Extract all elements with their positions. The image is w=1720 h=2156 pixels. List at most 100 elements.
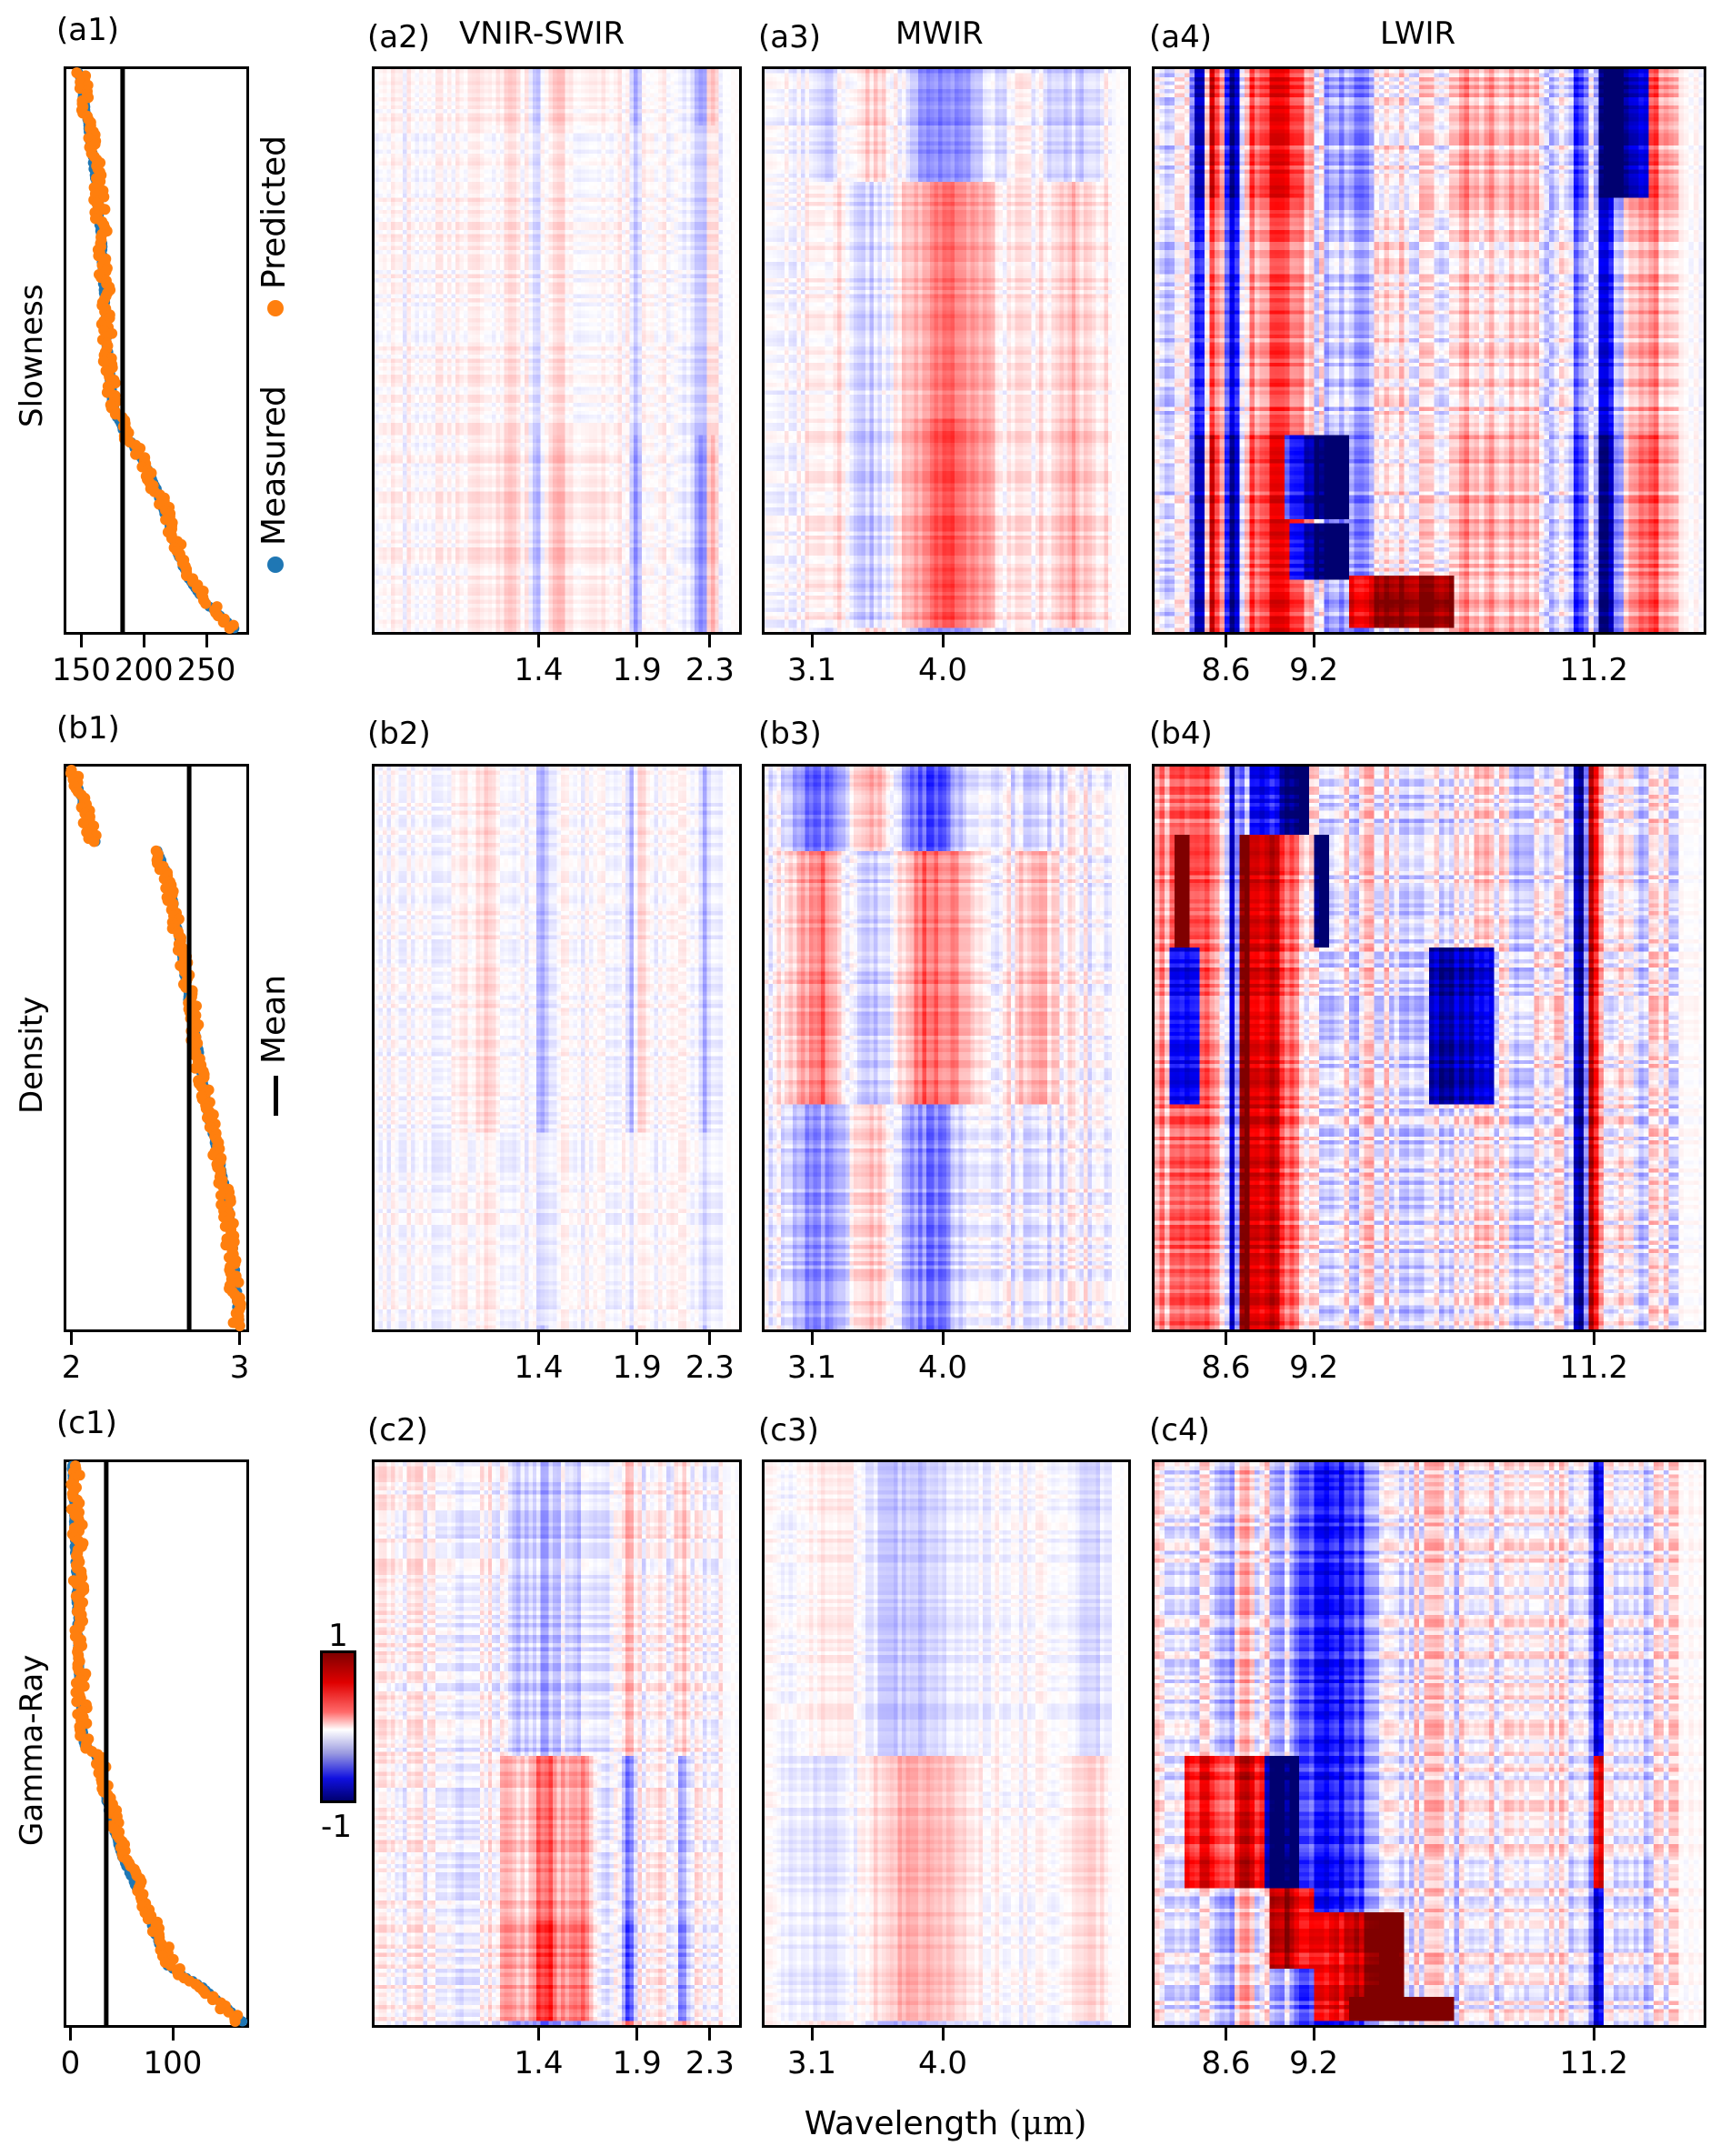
plot-c1 bbox=[64, 1459, 249, 2028]
x-tick-c1 bbox=[171, 2028, 175, 2041]
legend-predicted-marker bbox=[267, 300, 284, 316]
point-predicted bbox=[98, 191, 110, 203]
x-tick-a3 bbox=[810, 635, 814, 647]
x-tick-c1 bbox=[69, 2028, 72, 2041]
x-tick-label-c4: 8.6 bbox=[1201, 2045, 1251, 2081]
x-tick-label-a1: 150 bbox=[52, 652, 111, 688]
x-tick-label-a2: 2.3 bbox=[685, 652, 735, 688]
point-predicted bbox=[71, 1696, 83, 1708]
point-predicted bbox=[215, 1189, 226, 1201]
legend-measured-label: Measured bbox=[255, 386, 293, 546]
band-title-mwir: MWIR bbox=[895, 15, 984, 52]
panel-label-b3: (b3) bbox=[758, 716, 822, 752]
x-tick-c2 bbox=[635, 2028, 639, 2041]
point-predicted bbox=[97, 356, 109, 367]
point-predicted bbox=[71, 67, 83, 78]
x-tick-label-c3: 3.1 bbox=[786, 2045, 837, 2081]
plot-c4 bbox=[1152, 1459, 1706, 2028]
x-axis-label: Wavelength (μm) bbox=[805, 2108, 1087, 2141]
x-tick-a1 bbox=[142, 635, 145, 647]
ylabel-gamma-ray: Gamma-Ray bbox=[14, 1654, 50, 1846]
x-tick-label-a2: 1.9 bbox=[612, 652, 662, 688]
x-tick-label-a3: 4.0 bbox=[917, 652, 968, 688]
x-tick-a4 bbox=[1225, 635, 1228, 647]
x-tick-label-c1: 100 bbox=[143, 2045, 203, 2081]
x-tick-label-b2: 1.9 bbox=[612, 1349, 662, 1386]
panel-label-c3: (c3) bbox=[758, 1412, 819, 1449]
heatmap-canvas-a4 bbox=[1155, 69, 1704, 632]
panel-label-c4: (c4) bbox=[1149, 1412, 1210, 1449]
x-tick-label-c2: 1.9 bbox=[612, 2045, 662, 2081]
x-tick-label-b4: 8.6 bbox=[1201, 1349, 1251, 1386]
x-tick-label-a4: 8.6 bbox=[1201, 652, 1251, 688]
point-predicted bbox=[207, 1149, 219, 1161]
x-tick-c2 bbox=[708, 2028, 712, 2041]
x-tick-label-b1: 3 bbox=[229, 1349, 250, 1386]
heatmap-canvas-c2 bbox=[375, 1462, 739, 2025]
x-tick-b2 bbox=[708, 1332, 712, 1345]
plot-a1 bbox=[64, 66, 249, 635]
x-tick-b1 bbox=[70, 1332, 74, 1345]
x-tick-b1 bbox=[238, 1332, 242, 1345]
x-tick-label-c1: 0 bbox=[60, 2045, 81, 2081]
point-predicted bbox=[88, 836, 100, 847]
plot-b2 bbox=[372, 764, 742, 1332]
ylabel-density: Density bbox=[14, 996, 50, 1114]
colorbar bbox=[320, 1650, 356, 1803]
series-measured-a1 bbox=[73, 67, 240, 634]
plot-a3 bbox=[762, 66, 1131, 635]
legend-mean-marker bbox=[274, 1076, 278, 1116]
series-predicted-b1 bbox=[65, 765, 246, 1331]
x-tick-b4 bbox=[1592, 1332, 1595, 1345]
plot-b1 bbox=[64, 764, 249, 1332]
x-tick-a2 bbox=[708, 635, 712, 647]
x-tick-label-a4: 11.2 bbox=[1559, 652, 1629, 688]
x-tick-label-c2: 2.3 bbox=[685, 2045, 735, 2081]
panel-label-a3: (a3) bbox=[758, 19, 821, 55]
point-predicted bbox=[142, 1913, 154, 1925]
ylabel-slowness: Slowness bbox=[14, 284, 50, 427]
x-tick-c3 bbox=[941, 2028, 945, 2041]
band-title-lwir: LWIR bbox=[1380, 15, 1456, 52]
panel-label-c1: (c1) bbox=[56, 1405, 117, 1441]
heatmap-canvas-b2 bbox=[375, 767, 739, 1329]
point-predicted bbox=[77, 817, 89, 828]
x-tick-label-b4: 11.2 bbox=[1559, 1349, 1629, 1386]
point-predicted bbox=[233, 1277, 245, 1289]
x-tick-b3 bbox=[941, 1332, 945, 1345]
x-tick-label-b4: 9.2 bbox=[1289, 1349, 1339, 1386]
x-tick-label-a1: 200 bbox=[114, 652, 174, 688]
x-tick-b2 bbox=[635, 1332, 639, 1345]
legend-measured-marker bbox=[267, 557, 284, 573]
x-tick-label-a2: 1.4 bbox=[514, 652, 564, 688]
x-tick-label-a4: 9.2 bbox=[1289, 652, 1339, 688]
panel-label-b4: (b4) bbox=[1149, 716, 1213, 752]
x-tick-c4 bbox=[1592, 2028, 1595, 2041]
x-tick-label-c2: 1.4 bbox=[514, 2045, 564, 2081]
scatter-svg-a1 bbox=[71, 67, 240, 634]
x-tick-label-b2: 1.4 bbox=[514, 1349, 564, 1386]
x-tick-a4 bbox=[1592, 635, 1595, 647]
panel-label-a4: (a4) bbox=[1149, 19, 1212, 55]
x-tick-label-c4: 11.2 bbox=[1559, 2045, 1629, 2081]
panel-label-c2: (c2) bbox=[367, 1412, 428, 1449]
x-tick-label-b3: 3.1 bbox=[786, 1349, 837, 1386]
point-predicted bbox=[206, 1994, 218, 2006]
x-tick-label-b2: 2.3 bbox=[685, 1349, 735, 1386]
legend-mean-label: Mean bbox=[255, 974, 293, 1064]
x-tick-b2 bbox=[536, 1332, 540, 1345]
plot-b4 bbox=[1152, 764, 1706, 1332]
legend-predicted-label: Predicted bbox=[255, 135, 293, 289]
point-predicted bbox=[215, 2003, 226, 2015]
heatmap-canvas-a2 bbox=[375, 69, 739, 632]
heatmap-canvas-c4 bbox=[1155, 1462, 1704, 2025]
plot-c3 bbox=[762, 1459, 1131, 2028]
x-tick-label-a1: 250 bbox=[176, 652, 236, 688]
x-axis-label-unit: (μm) bbox=[1008, 2105, 1087, 2142]
heatmap-canvas-a3 bbox=[765, 69, 1128, 632]
x-tick-b4 bbox=[1312, 1332, 1315, 1345]
series-predicted-c1 bbox=[65, 1460, 244, 2027]
x-tick-label-c3: 4.0 bbox=[917, 2045, 968, 2081]
panel-label-b2: (b2) bbox=[367, 716, 431, 752]
plot-c2 bbox=[372, 1459, 742, 2028]
